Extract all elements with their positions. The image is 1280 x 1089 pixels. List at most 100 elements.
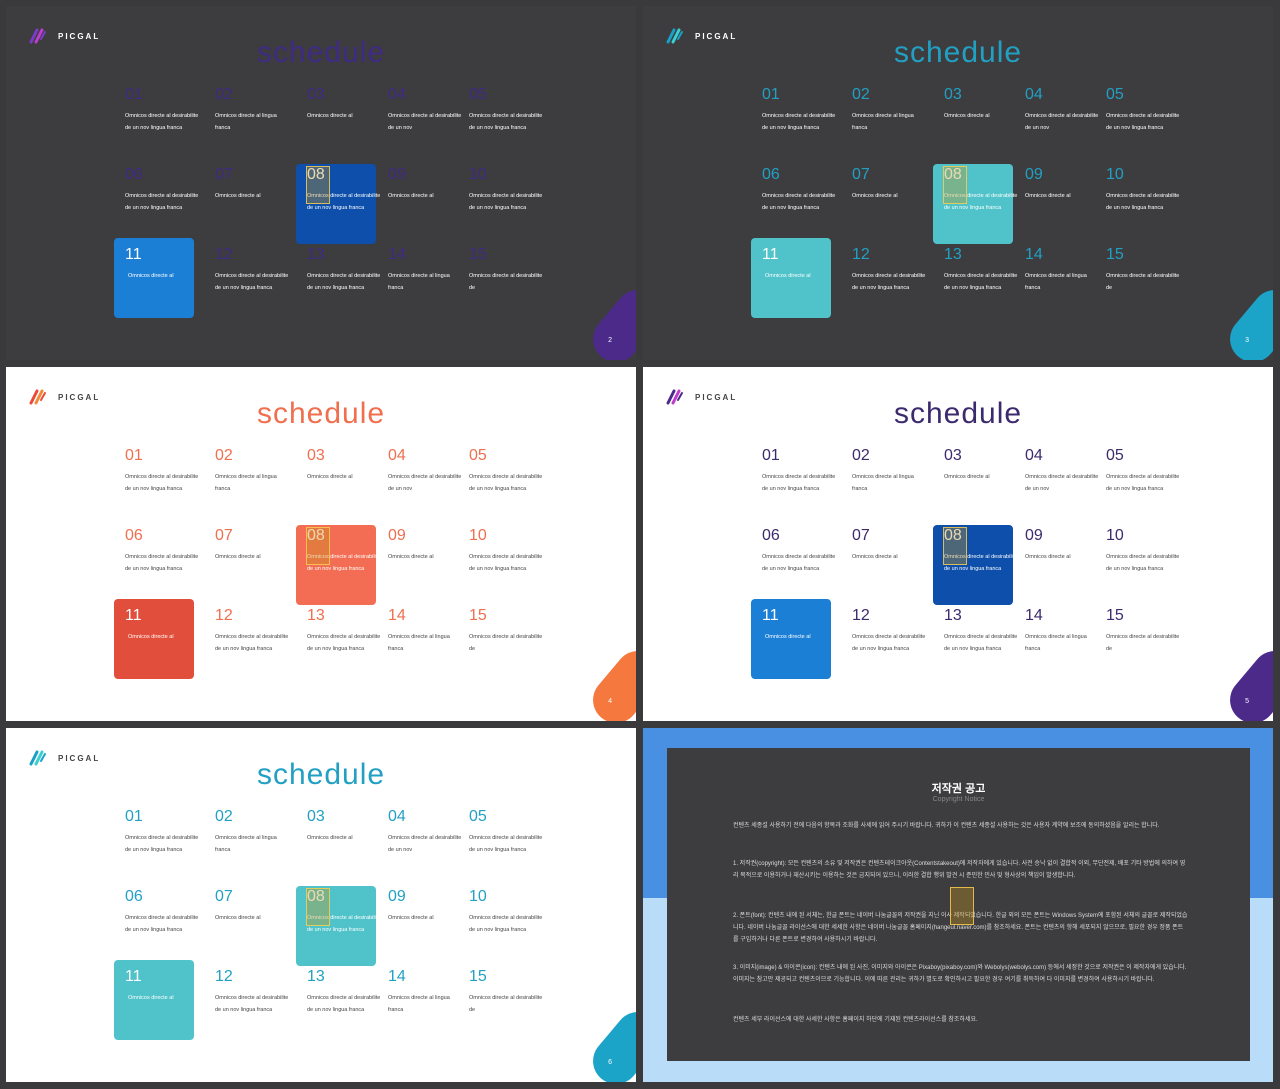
schedule-description: Omnicos directe al desirabilite de un no…: [1106, 474, 1180, 492]
schedule-cell-01: 01 Omnicos directe al desirabilite de un …: [114, 445, 198, 525]
schedule-number: 13: [944, 246, 962, 263]
schedule-number: 07: [852, 527, 870, 544]
schedule-description: Omnicos directe al desirabilite de un no…: [1106, 554, 1180, 572]
page-number: 4: [608, 698, 612, 705]
schedule-number: 02: [852, 447, 870, 464]
logo-mark-icon: [29, 28, 46, 44]
logo-mark-icon: [666, 28, 683, 44]
schedule-description: Omnicos directe al desirabilite de un no…: [125, 113, 199, 131]
schedule-description: Omnicos directe al: [128, 273, 174, 279]
watermark-badge: [306, 527, 330, 565]
schedule-cell-03: 03 Omnicos directe al: [933, 445, 1013, 525]
copyright-notice-slide: 저작권 공고 Copyright Notice 컨텐츠 세종설 사용하기 전에 …: [643, 728, 1273, 1082]
schedule-description: Omnicos directe al lingua franca: [388, 995, 450, 1013]
schedule-description: Omnicos directe al desirabilite de un no…: [762, 474, 836, 492]
schedule-description: Omnicos directe al: [307, 835, 353, 841]
schedule-number: 11: [125, 968, 142, 985]
schedule-cell-04: 04 Omnicos directe al desirabilite de un …: [377, 445, 461, 525]
schedule-number: 03: [307, 86, 325, 103]
schedule-cell-01: 01 Omnicos directe al desirabilite de un …: [114, 84, 198, 164]
page-number: 2: [608, 337, 612, 344]
schedule-number: 08: [944, 166, 962, 183]
schedule-cell-12: 12 Omnicos directe al desirabilite de un …: [841, 605, 925, 685]
schedule-cell-11: 11 Omnicos directe al: [114, 960, 194, 1040]
watermark-badge: [943, 527, 967, 565]
schedule-description: Omnicos directe al: [852, 193, 898, 199]
schedule-number: 05: [469, 808, 487, 825]
schedule-cell-06: 06 Omnicos directe al desirabilite de un …: [114, 886, 198, 966]
brand-name: PICGAL: [695, 31, 738, 41]
schedule-cell-06: 06 Omnicos directe al desirabilite de un …: [751, 164, 835, 244]
schedule-cell-08: 08 Omnicos directe al desirabilite de un …: [296, 886, 380, 966]
schedule-number: 06: [125, 888, 143, 905]
schedule-cell-12: 12 Omnicos directe al desirabilite de un …: [204, 244, 288, 324]
schedule-cell-05: 05 Omnicos directe al desirabilite de un …: [1095, 445, 1179, 525]
schedule-number: 10: [469, 888, 487, 905]
slide-2: PICGAL schedule 01 Omnicos directe al desir…: [6, 6, 636, 360]
schedule-number: 12: [852, 246, 870, 263]
schedule-number: 15: [469, 968, 487, 985]
schedule-number: 12: [852, 607, 870, 624]
schedule-cell-06: 06 Omnicos directe al desirabilite de un …: [751, 525, 835, 605]
schedule-description: Omnicos directe al desirabilite de: [1106, 634, 1180, 652]
schedule-description: Omnicos directe al desirabilite de un no…: [125, 474, 199, 492]
schedule-cell-14: 14 Omnicos directe al lingua franca: [377, 605, 457, 685]
schedule-description: Omnicos directe al desirabilite de un no…: [307, 193, 381, 211]
watermark-badge: [306, 166, 330, 204]
schedule-cell-05: 05 Omnicos directe al desirabilite de un …: [458, 84, 542, 164]
schedule-number: 01: [125, 808, 143, 825]
schedule-cell-10: 10 Omnicos directe al desirabilite de un …: [1095, 525, 1179, 605]
schedule-cell-14: 14 Omnicos directe al lingua franca: [1014, 605, 1094, 685]
schedule-description: Omnicos directe al desirabilite de un no…: [469, 193, 543, 211]
schedule-cell-04: 04 Omnicos directe al desirabilite de un …: [1014, 84, 1098, 164]
schedule-description: Omnicos directe al lingua franca: [852, 474, 914, 492]
schedule-description: Omnicos directe al desirabilite de un no…: [762, 113, 836, 131]
schedule-number: 01: [762, 86, 780, 103]
schedule-description: Omnicos directe al desirabilite de: [469, 634, 543, 652]
schedule-cell-13: 13 Omnicos directe al desirabilite de un …: [296, 966, 380, 1046]
schedule-cell-10: 10 Omnicos directe al desirabilite de un …: [458, 164, 542, 244]
schedule-number: 09: [1025, 166, 1043, 183]
schedule-description: Omnicos directe al: [1025, 554, 1071, 560]
schedule-cell-07: 07 Omnicos directe al: [204, 164, 284, 244]
schedule-cell-01: 01 Omnicos directe al desirabilite de un …: [114, 806, 198, 886]
slide-5: PICGAL schedule 01 Omnicos directe al desir…: [643, 367, 1273, 721]
schedule-cell-09: 09 Omnicos directe al: [1014, 164, 1094, 244]
schedule-cell-13: 13 Omnicos directe al desirabilite de un …: [933, 244, 1017, 324]
schedule-cell-13: 13 Omnicos directe al desirabilite de un …: [296, 244, 380, 324]
schedule-description: Omnicos directe al: [388, 554, 434, 560]
page-number: 5: [1245, 698, 1249, 705]
schedule-number: 09: [1025, 527, 1043, 544]
schedule-description: Omnicos directe al lingua franca: [215, 835, 277, 853]
schedule-number: 11: [125, 607, 142, 624]
corner-decoration: [1220, 641, 1273, 721]
schedule-cell-07: 07 Omnicos directe al: [204, 525, 284, 605]
schedule-cell-09: 09 Omnicos directe al: [377, 886, 457, 966]
schedule-number: 01: [125, 86, 143, 103]
schedule-cell-03: 03 Omnicos directe al: [296, 84, 376, 164]
schedule-cell-15: 15 Omnicos directe al desirabilite de: [1095, 605, 1179, 685]
schedule-description: Omnicos directe al desirabilite de un no…: [307, 634, 381, 652]
slide-6: PICGAL schedule 01 Omnicos directe al desir…: [6, 728, 636, 1082]
slide-title: schedule: [256, 758, 386, 791]
schedule-number: 02: [215, 808, 233, 825]
schedule-cell-08: 08 Omnicos directe al desirabilite de un …: [933, 164, 1017, 244]
schedule-description: Omnicos directe al desirabilite de un no…: [125, 554, 199, 572]
schedule-description: Omnicos directe al desirabilite de un no…: [469, 915, 543, 933]
brand-name: PICGAL: [695, 392, 738, 402]
schedule-number: 04: [1025, 86, 1043, 103]
schedule-cell-14: 14 Omnicos directe al lingua franca: [1014, 244, 1094, 324]
schedule-description: Omnicos directe al desirabilite de: [469, 273, 543, 291]
schedule-number: 14: [388, 246, 406, 263]
notice-paragraph-license: 컨텐츠 세부 라이선스에 대한 사세한 사항은 홈페이지 하단에 기재된 컨텐츠…: [733, 1017, 978, 1023]
slide-4: PICGAL schedule 01 Omnicos directe al desir…: [6, 367, 636, 721]
schedule-description: Omnicos directe al desirabilite de un no…: [125, 915, 199, 933]
schedule-description: Omnicos directe al desirabilite de un no…: [307, 554, 381, 572]
schedule-number: 02: [852, 86, 870, 103]
schedule-description: Omnicos directe al desirabilite de un no…: [944, 554, 1018, 572]
schedule-description: Omnicos directe al lingua franca: [215, 113, 277, 131]
schedule-number: 13: [307, 246, 325, 263]
slide-3: PICGAL schedule 01 Omnicos directe al desir…: [643, 6, 1273, 360]
corner-decoration: [583, 1002, 636, 1082]
schedule-description: Omnicos directe al: [765, 273, 811, 279]
